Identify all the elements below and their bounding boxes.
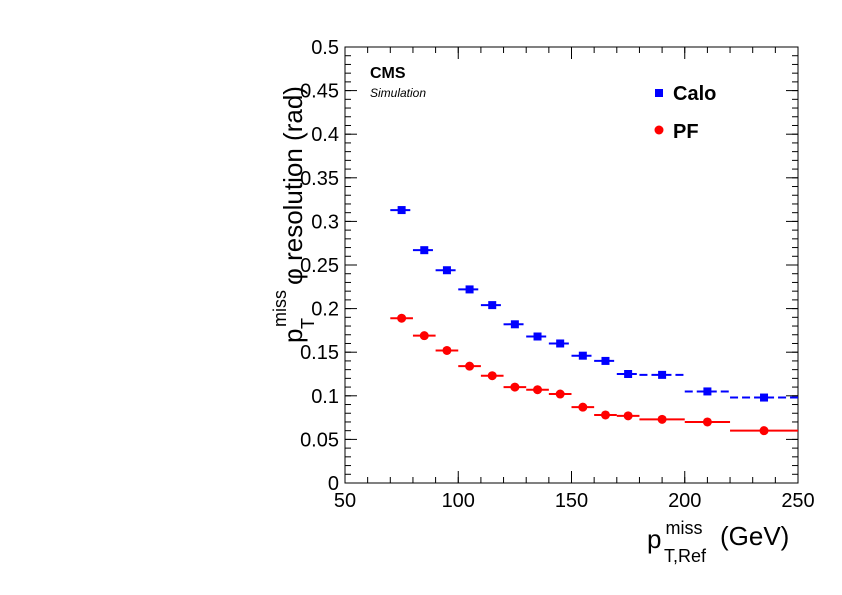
data-point-calo [601, 356, 610, 365]
svg-text:miss: miss [270, 290, 290, 327]
data-point-calo [533, 332, 542, 341]
data-point-calo [556, 339, 565, 348]
data-point-calo [510, 320, 519, 329]
y-axis-title: p miss T φ resolution (rad) [270, 86, 318, 343]
data-point-calo [760, 393, 769, 402]
y-tick-label: 0.5 [311, 37, 339, 59]
x-tick-label: 250 [781, 490, 814, 512]
data-point-calo [578, 351, 587, 360]
data-point-calo [397, 206, 406, 215]
series-pf [390, 313, 798, 436]
data-point-pf [600, 410, 610, 420]
data-point-pf [442, 345, 452, 355]
experiment-sub-label: Simulation [370, 86, 426, 100]
data-point-calo [420, 246, 429, 255]
tick-labels: 50 100 150 200 250 0 0.05 0.1 0.15 0.2 0.25 0.3 0.35… [300, 37, 815, 512]
y-tick-label: 0.05 [300, 429, 339, 451]
x-tick-label: 150 [555, 490, 588, 512]
x-axis-title-unit: (GeV) [720, 521, 789, 551]
data-point-pf [657, 414, 667, 424]
legend-label-calo: Calo [673, 83, 716, 105]
experiment-label: CMS [370, 65, 406, 82]
plot-frame [344, 46, 799, 484]
x-tick-label: 200 [668, 490, 701, 512]
data-point-pf [555, 389, 565, 399]
data-point-calo [488, 301, 497, 310]
legend-label-pf: PF [673, 121, 699, 143]
data-point-pf [533, 385, 543, 395]
y-tick-label: 0.1 [311, 386, 339, 408]
series-calo [390, 206, 798, 402]
y-tick-label: 0.25 [300, 255, 339, 277]
data-point-calo [703, 387, 712, 396]
data-point-pf [419, 331, 429, 341]
data-point-pf [759, 426, 769, 436]
axis-ticks [344, 46, 799, 484]
y-tick-label: 0.45 [300, 81, 339, 103]
y-tick-label: 0.3 [311, 211, 339, 233]
x-axis-title-sub: T,Ref [664, 546, 707, 566]
data-point-pf [623, 411, 633, 421]
legend: Calo PF [654, 83, 716, 143]
x-axis-title: p miss [647, 518, 702, 554]
svg-text:T: T [298, 318, 318, 329]
y-tick-label: 0.4 [311, 124, 339, 146]
data-point-pf [510, 382, 520, 392]
data-point-calo [658, 370, 667, 379]
data-point-calo [624, 370, 633, 378]
data-point-pf [578, 402, 588, 412]
data-point-calo [465, 285, 474, 294]
x-tick-label: 100 [442, 490, 475, 512]
y-tick-label: 0.35 [300, 168, 339, 190]
data-point-pf [702, 417, 712, 427]
data-point-calo [442, 266, 451, 275]
legend-marker-pf [654, 125, 664, 135]
svg-text:φ resolution (rad): φ resolution (rad) [278, 86, 308, 285]
data-point-pf [465, 361, 475, 371]
x-tick-label: 50 [334, 490, 356, 512]
data-point-pf [487, 371, 497, 381]
y-tick-label: 0 [328, 473, 339, 495]
y-tick-label: 0.2 [311, 299, 339, 321]
data-point-pf [397, 313, 407, 323]
svg-text:p: p [278, 329, 308, 343]
series-layer [390, 206, 798, 436]
y-tick-label: 0.15 [300, 342, 339, 364]
legend-marker-calo [655, 89, 663, 97]
